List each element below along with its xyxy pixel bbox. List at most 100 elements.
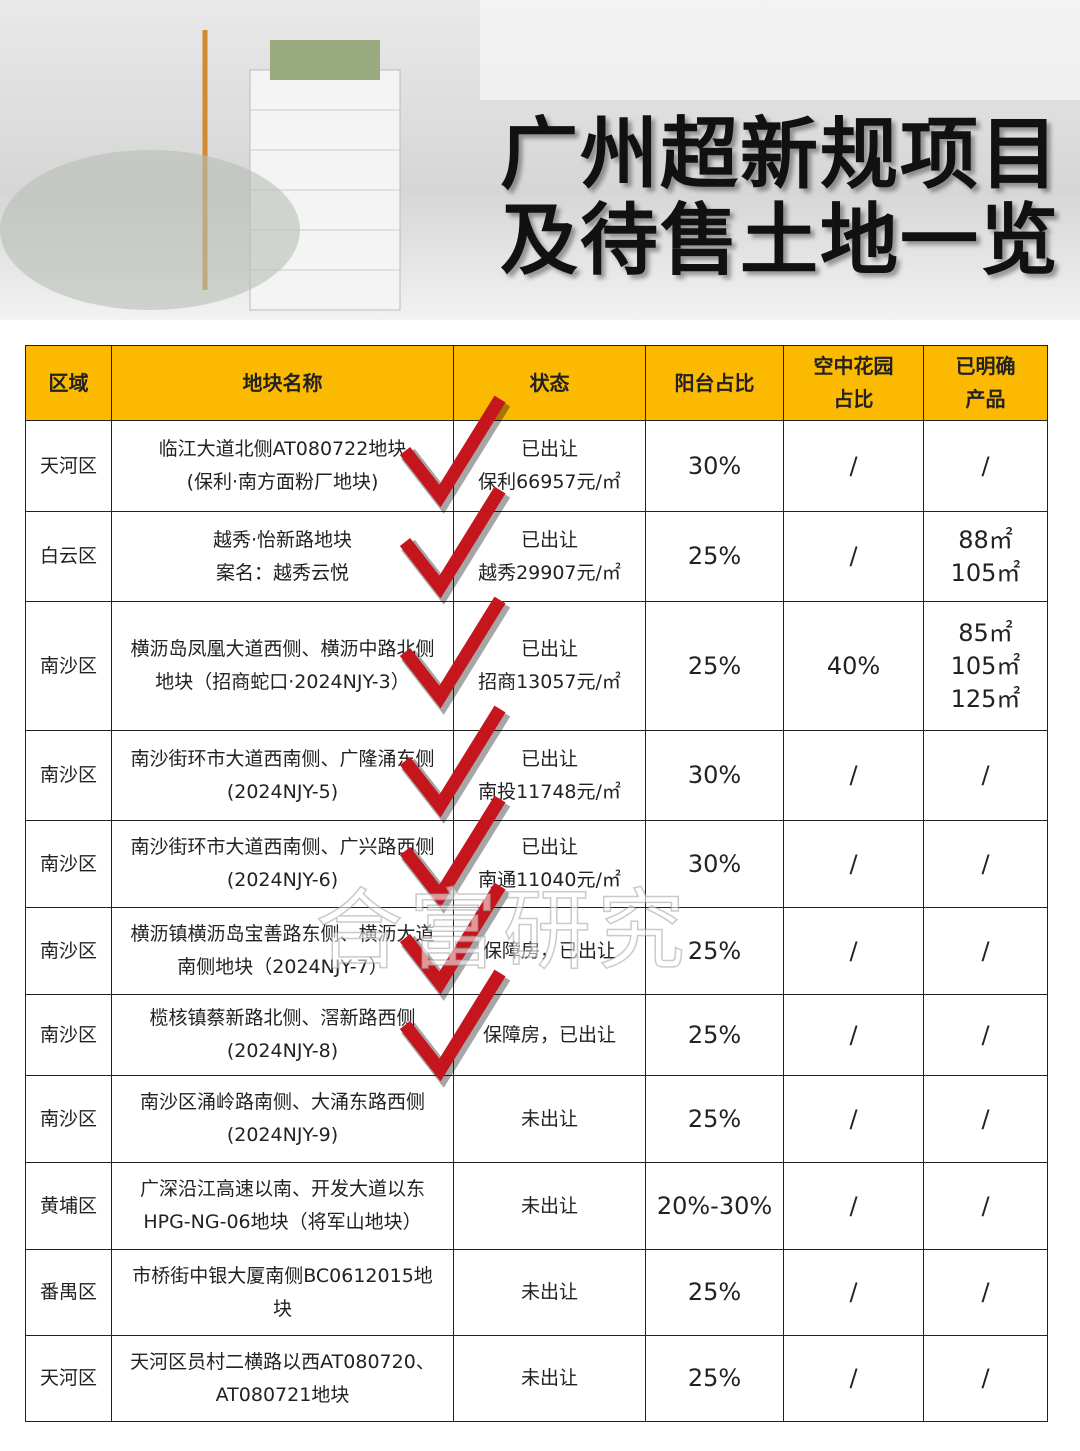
- table-cell: 40%: [783, 601, 924, 731]
- table-cell: 越秀·怡新路地块 案名：越秀云悦: [111, 511, 454, 602]
- table-cell: /: [783, 1335, 924, 1422]
- hero-banner: 广州超新规项目 及待售土地一览: [0, 0, 1080, 320]
- cell-line: /: [849, 1278, 858, 1306]
- cell-line: 天河区员村二横路以西AT080720、: [130, 1350, 435, 1373]
- table-cell: /: [783, 1075, 924, 1163]
- cell-line: 保利66957元/㎡: [478, 471, 621, 493]
- check-mark: [399, 795, 506, 908]
- cell-line: 越秀·怡新路地块: [212, 528, 353, 551]
- cell-line: 榄核镇蔡新路北侧、滘新路西侧: [149, 1007, 416, 1029]
- cell-line: 南通11040元/㎡: [478, 869, 621, 891]
- cell-line: 已出让: [520, 638, 578, 660]
- table-cell: /: [923, 1249, 1048, 1336]
- cell-line: /: [981, 1278, 990, 1306]
- cell-line: 南沙区: [39, 1023, 97, 1046]
- cell-line: /: [849, 451, 858, 480]
- cell-line: 横沥镇横沥岛宝善路东侧、横沥大道: [130, 923, 435, 945]
- cell-line: /: [981, 1364, 990, 1392]
- table-row: 天河区 临江大道北侧AT080722地块 (保利·南方面粉厂地块) 已出让 保利6695…: [25, 420, 1048, 512]
- cell-line: 125㎡: [950, 684, 1021, 713]
- cell-line: 临江大道北侧AT080722地块: [158, 438, 407, 460]
- cell-line: /: [981, 451, 990, 480]
- table-cell: /: [923, 820, 1048, 908]
- table-cell: /: [783, 994, 924, 1076]
- check-mark: [399, 969, 506, 1082]
- table-row: 南沙区 榄核镇蔡新路北侧、滘新路西侧 (2024NJY-8) 保障房，已出让 25% / /: [25, 994, 1048, 1076]
- land-table: 区域 地块名称 状态 阳台占比 空中花园 占比 已明确 产品 天河区 临江大道北侧AT0807…: [25, 345, 1048, 1422]
- table-cell: 南沙区: [25, 994, 112, 1076]
- cell-line: 黄埔区: [39, 1194, 97, 1217]
- cell-line: 番禺区: [39, 1281, 97, 1303]
- cell-line: (2024NJY-6): [226, 869, 339, 891]
- cell-line: 保障房，已出让: [482, 939, 616, 962]
- cell-line: 南沙区涌岭路南侧、大涌东路西侧: [139, 1091, 425, 1113]
- cell-line: 南侧地块（2024NJY-7）: [177, 956, 388, 978]
- cell-line: /: [849, 1104, 858, 1133]
- table-cell: 横沥镇横沥岛宝善路东侧、横沥大道 南侧地块（2024NJY-7）: [111, 907, 454, 995]
- table-cell: /: [783, 730, 924, 821]
- cell-line: 市桥街中银大厦南侧BC0612015地: [132, 1264, 433, 1287]
- cell-line: 未出让: [520, 1367, 578, 1389]
- cell-line: 白云区: [39, 545, 97, 567]
- cell-line: 南投11748元/㎡: [478, 780, 621, 803]
- cell-line: 40%: [826, 651, 881, 680]
- table-cell: 天河区员村二横路以西AT080720、 AT080721地块: [111, 1335, 454, 1422]
- table-cell: /: [783, 420, 924, 512]
- cell-line: 横沥岛凤凰大道西侧、横沥中路北侧: [130, 638, 435, 660]
- table-cell: 番禺区: [25, 1249, 112, 1336]
- table-cell: 25%: [645, 994, 784, 1076]
- table-cell: 88㎡ 105㎡: [923, 511, 1048, 602]
- column-header: 地块名称: [111, 345, 454, 421]
- cell-line: /: [981, 849, 990, 878]
- hero-art: [0, 0, 1080, 311]
- cell-line: /: [849, 1364, 858, 1392]
- cell-line: AT080721地块: [215, 1383, 350, 1406]
- table-cell: 25%: [645, 1249, 784, 1336]
- cell-line: /: [981, 1104, 990, 1133]
- cell-line: 未出让: [520, 1194, 578, 1217]
- cell-line: 105㎡: [950, 558, 1021, 587]
- table-cell: 南沙区: [25, 1075, 112, 1163]
- cell-line: 20%-30%: [656, 1191, 773, 1220]
- cell-line: 南沙区: [39, 764, 97, 786]
- table-cell: /: [783, 1249, 924, 1336]
- cell-line: 招商13057元/㎡: [478, 671, 621, 693]
- table-row: 南沙区 南沙区涌岭路南侧、大涌东路西侧 (2024NJY-9) 未出让 25% / /: [25, 1075, 1048, 1163]
- cell-line: 88㎡: [958, 525, 1013, 554]
- cell-line: /: [849, 936, 858, 965]
- cell-line: 25%: [687, 936, 742, 965]
- cell-line: /: [981, 761, 990, 789]
- table-cell: /: [923, 730, 1048, 821]
- cell-line: /: [849, 542, 858, 570]
- table-cell: /: [923, 1335, 1048, 1422]
- table-row: 白云区 越秀·怡新路地块 案名：越秀云悦 已出让 越秀29907元/㎡ 25%/88㎡ 10…: [25, 511, 1048, 602]
- check-mark: [399, 596, 506, 709]
- cell-line: (2024NJY-5): [226, 780, 339, 803]
- cell-line: (保利·南方面粉厂地块): [186, 471, 379, 493]
- cell-line: 南沙区: [39, 1107, 97, 1130]
- cell-line: 天河区: [39, 1367, 97, 1389]
- check-mark: [399, 882, 506, 995]
- cell-line: 30%: [687, 451, 742, 480]
- cell-line: 天河区: [39, 454, 97, 477]
- cell-line: /: [981, 936, 990, 965]
- table-cell: 横沥岛凤凰大道西侧、横沥中路北侧 地块（招商蛇口·2024NJY-3）: [111, 601, 454, 731]
- table-cell: 已出让 南投11748元/㎡: [453, 730, 646, 821]
- table-cell: 南沙区: [25, 907, 112, 995]
- cell-line: 案名：越秀云悦: [215, 561, 349, 584]
- cell-line: 25%: [687, 651, 742, 680]
- cell-line: /: [849, 1191, 858, 1220]
- cell-line: 25%: [687, 1020, 742, 1049]
- check-mark: [399, 486, 506, 599]
- table-cell: 南沙区: [25, 820, 112, 908]
- table-cell: 25%: [645, 511, 784, 602]
- cell-line: 未出让: [520, 1107, 578, 1130]
- cell-line: 85㎡: [958, 618, 1013, 647]
- table-cell: /: [923, 994, 1048, 1076]
- cell-line: 已出让: [520, 528, 578, 551]
- table-cell: 黄埔区: [25, 1162, 112, 1250]
- cell-line: 已出让: [520, 836, 578, 858]
- cell-line: (2024NJY-8): [226, 1040, 339, 1062]
- cell-line: /: [981, 1191, 990, 1220]
